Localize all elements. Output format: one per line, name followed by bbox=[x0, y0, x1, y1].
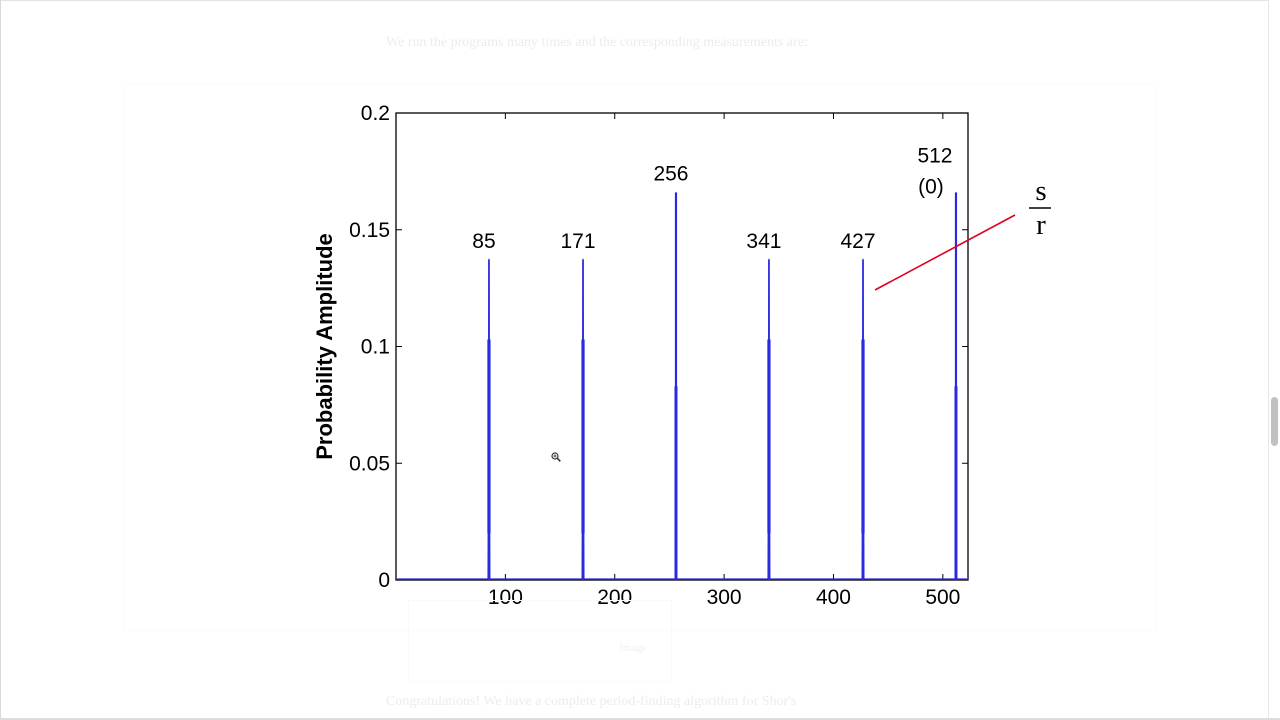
annotation-arrow-line bbox=[874, 214, 1016, 291]
probability-amplitude-chart: 100 200 300 400 500 0 0.05 0.1 0.15 0.2 Probabilit… bbox=[312, 102, 1051, 609]
fraction-numerator: s bbox=[1035, 175, 1046, 207]
peak-label: 85 bbox=[472, 230, 495, 253]
peak-labels: 85 171 256 341 427 512 (0) bbox=[472, 144, 952, 253]
series-layer bbox=[397, 192, 967, 580]
y-tick-label: 0 bbox=[378, 569, 390, 592]
y-tick-label: 0.1 bbox=[361, 336, 390, 359]
window-top-border bbox=[0, 0, 1280, 1]
peak-sublabel: (0) bbox=[918, 175, 944, 198]
x-tick-label: 400 bbox=[816, 586, 851, 609]
y-axis-label: Probability Amplitude bbox=[312, 233, 337, 460]
caption-link[interactable]: Image bbox=[619, 642, 647, 654]
intro-paragraph: We run the programs many times and the c… bbox=[386, 35, 808, 50]
x-tick-label: 100 bbox=[488, 586, 523, 609]
amplitude-curve bbox=[397, 258, 967, 580]
peak-label: 341 bbox=[746, 230, 781, 253]
window-left-border bbox=[0, 0, 1, 720]
y-tick-label: 0.05 bbox=[349, 452, 390, 475]
x-tick-label: 500 bbox=[925, 586, 960, 609]
caption-box bbox=[408, 600, 672, 682]
y-tick-label: 0.2 bbox=[361, 102, 390, 125]
x-tick-label: 200 bbox=[597, 586, 632, 609]
scrollbar-thumb[interactable] bbox=[1271, 397, 1278, 446]
next-paragraph: Congratulations! We have a complete peri… bbox=[386, 694, 797, 709]
figure-image[interactable]: 100 200 300 400 500 0 0.05 0.1 0.15 0.2 Probabilit… bbox=[125, 85, 1155, 630]
zoom-in-cursor-icon bbox=[551, 452, 561, 462]
annotation: s r bbox=[874, 175, 1051, 291]
window-bottom-border bbox=[0, 718, 1280, 720]
vertical-scrollbar[interactable] bbox=[1268, 0, 1280, 720]
peak-label: 256 bbox=[653, 162, 688, 185]
peak-label: 512 bbox=[917, 144, 952, 167]
peak-label: 427 bbox=[840, 230, 875, 253]
y-tick-label: 0.15 bbox=[349, 219, 390, 242]
axes: 100 200 300 400 500 0 0.05 0.1 0.15 0.2 Probabilit… bbox=[312, 102, 969, 609]
x-tick-label: 300 bbox=[707, 586, 742, 609]
peak-label: 171 bbox=[560, 230, 595, 253]
fraction-denominator: r bbox=[1036, 209, 1046, 241]
